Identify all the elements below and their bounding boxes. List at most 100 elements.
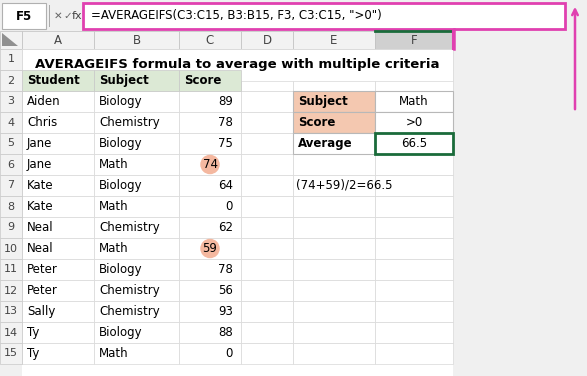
Text: Score: Score xyxy=(298,116,335,129)
Text: ✕: ✕ xyxy=(54,11,63,21)
Bar xyxy=(375,31,453,49)
Text: 7: 7 xyxy=(8,180,15,191)
Text: Math: Math xyxy=(99,242,129,255)
Bar xyxy=(0,70,22,91)
Bar xyxy=(22,31,94,49)
Bar xyxy=(94,280,179,301)
Text: D: D xyxy=(262,33,272,47)
Bar xyxy=(293,175,375,196)
Bar xyxy=(94,49,179,70)
Bar xyxy=(375,259,453,280)
Bar xyxy=(0,49,22,70)
Text: 4: 4 xyxy=(8,117,15,127)
Bar xyxy=(293,133,375,154)
Bar xyxy=(179,280,241,301)
Text: fx: fx xyxy=(72,11,83,21)
Bar xyxy=(179,70,241,91)
Text: 78: 78 xyxy=(218,116,233,129)
Text: 64: 64 xyxy=(218,179,233,192)
Bar xyxy=(22,238,94,259)
Text: Chris: Chris xyxy=(27,116,58,129)
Text: 56: 56 xyxy=(218,284,233,297)
Text: Neal: Neal xyxy=(27,242,53,255)
Bar xyxy=(0,133,22,154)
Bar xyxy=(241,196,293,217)
Bar xyxy=(293,217,375,238)
Bar xyxy=(22,70,94,91)
Bar xyxy=(22,301,94,322)
Bar xyxy=(22,154,94,175)
Bar xyxy=(94,91,179,112)
Bar xyxy=(0,343,22,364)
Bar xyxy=(241,133,293,154)
Bar xyxy=(375,91,453,112)
Text: 62: 62 xyxy=(218,221,233,234)
Text: (74+59)/2=66.5: (74+59)/2=66.5 xyxy=(296,179,393,192)
Text: Chemistry: Chemistry xyxy=(99,284,160,297)
Bar xyxy=(375,70,453,91)
Bar xyxy=(293,133,375,154)
Bar xyxy=(0,322,22,343)
Text: Peter: Peter xyxy=(27,284,58,297)
Bar xyxy=(179,175,241,196)
Bar xyxy=(293,238,375,259)
Bar xyxy=(293,196,375,217)
Text: 6: 6 xyxy=(8,159,15,170)
Bar xyxy=(293,49,375,70)
Text: 78: 78 xyxy=(218,263,233,276)
Bar xyxy=(22,49,94,70)
Bar xyxy=(94,112,179,133)
Text: 5: 5 xyxy=(8,138,15,149)
Bar xyxy=(0,238,22,259)
Bar xyxy=(241,280,293,301)
Bar xyxy=(179,31,241,49)
Bar xyxy=(94,322,179,343)
Bar xyxy=(375,112,453,133)
Bar xyxy=(293,112,375,133)
Text: 93: 93 xyxy=(218,305,233,318)
Bar xyxy=(22,133,94,154)
Bar xyxy=(241,259,293,280)
Text: 10: 10 xyxy=(4,244,18,253)
Text: Math: Math xyxy=(99,347,129,360)
Text: 11: 11 xyxy=(4,264,18,274)
Text: Jane: Jane xyxy=(27,158,52,171)
Bar xyxy=(22,217,94,238)
Bar xyxy=(22,112,94,133)
Bar xyxy=(2,3,46,29)
Bar xyxy=(0,70,22,91)
Bar xyxy=(0,301,22,322)
Bar xyxy=(375,217,453,238)
Text: 0: 0 xyxy=(225,200,233,213)
Text: 9: 9 xyxy=(8,223,15,232)
Bar xyxy=(22,49,453,80)
Text: Chemistry: Chemistry xyxy=(99,305,160,318)
Bar xyxy=(22,70,94,91)
Bar xyxy=(241,238,293,259)
Bar xyxy=(179,112,241,133)
Bar xyxy=(94,70,179,91)
Text: C: C xyxy=(206,33,214,47)
Polygon shape xyxy=(2,33,18,46)
Text: Chemistry: Chemistry xyxy=(99,221,160,234)
Bar xyxy=(179,196,241,217)
Bar xyxy=(241,154,293,175)
Bar xyxy=(241,112,293,133)
Bar xyxy=(94,343,179,364)
Bar xyxy=(22,280,94,301)
Bar xyxy=(375,154,453,175)
Bar xyxy=(179,259,241,280)
Text: Ty: Ty xyxy=(27,326,39,339)
Bar xyxy=(375,112,453,133)
Text: F5: F5 xyxy=(16,9,32,23)
Bar xyxy=(22,175,94,196)
Text: 74: 74 xyxy=(203,158,218,171)
Bar xyxy=(94,259,179,280)
Bar xyxy=(0,2,587,30)
Bar xyxy=(375,133,453,154)
Bar xyxy=(375,133,453,154)
Bar xyxy=(241,175,293,196)
Text: AVERAGEIFS formula to average with multiple criteria: AVERAGEIFS formula to average with multi… xyxy=(35,58,440,71)
Bar xyxy=(375,196,453,217)
Text: 14: 14 xyxy=(4,327,18,338)
